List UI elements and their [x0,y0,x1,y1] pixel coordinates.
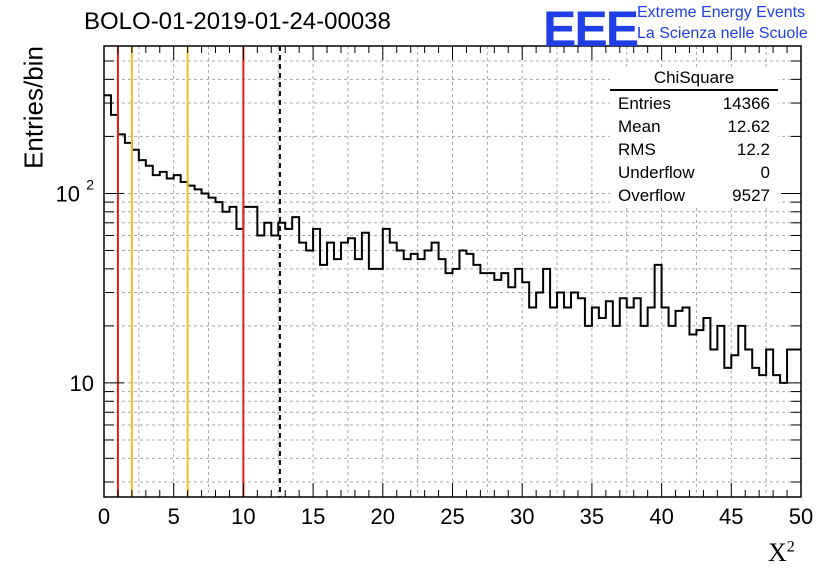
stats-label: RMS [618,140,656,159]
stats-row-overflow: Overflow 9527 [610,184,778,207]
stats-label: Entries [618,94,671,113]
x-axis-label-base: X [768,538,787,567]
x-axis-label: X2 [768,538,795,568]
stats-title: ChiSquare [610,68,778,91]
stats-value: 12.2 [736,140,770,159]
x-tick-label: 50 [789,504,813,529]
x-axis-label-exponent: 2 [786,538,795,556]
stats-value: 12.62 [727,117,770,136]
stats-value: 9527 [732,186,770,205]
histogram-line [104,94,801,384]
stats-box: ChiSquare Entries 14366 Mean 12.62 RMS 1… [610,68,778,207]
stats-label: Mean [618,117,661,136]
x-tick-label: 45 [719,504,743,529]
y-tick-label: 10 [70,371,94,396]
stats-label: Overflow [618,186,686,205]
x-tick-label: 5 [168,504,180,529]
stats-label: Underflow [618,163,695,182]
stats-row-entries: Entries 14366 [610,92,778,115]
logo-line-2: La Scienza nelle Scuole [637,25,808,42]
x-tick-label: 25 [440,504,464,529]
y-tick-label: 10 [56,181,80,206]
stats-value: 14366 [722,94,770,113]
eee-logo: EEE [543,1,639,57]
stats-row-mean: Mean 12.62 [610,115,778,138]
x-tick-label: 40 [649,504,673,529]
stats-row-underflow: Underflow 0 [610,161,778,184]
x-tick-label: 15 [301,504,325,529]
y-tick-label-exponent: 2 [86,176,94,192]
stats-value: 0 [760,163,770,182]
x-tick-label: 35 [580,504,604,529]
x-tick-label: 30 [510,504,534,529]
stats-row-rms: RMS 12.2 [610,138,778,161]
plot-title: BOLO-01-2019-01-24-00038 [84,8,391,35]
x-tick-label: 0 [98,504,110,529]
logo-line-1: Extreme Energy Events [637,4,806,21]
x-tick-label: 20 [371,504,395,529]
x-tick-label: 10 [231,504,255,529]
y-axis-label: Entries/bin [18,46,49,169]
